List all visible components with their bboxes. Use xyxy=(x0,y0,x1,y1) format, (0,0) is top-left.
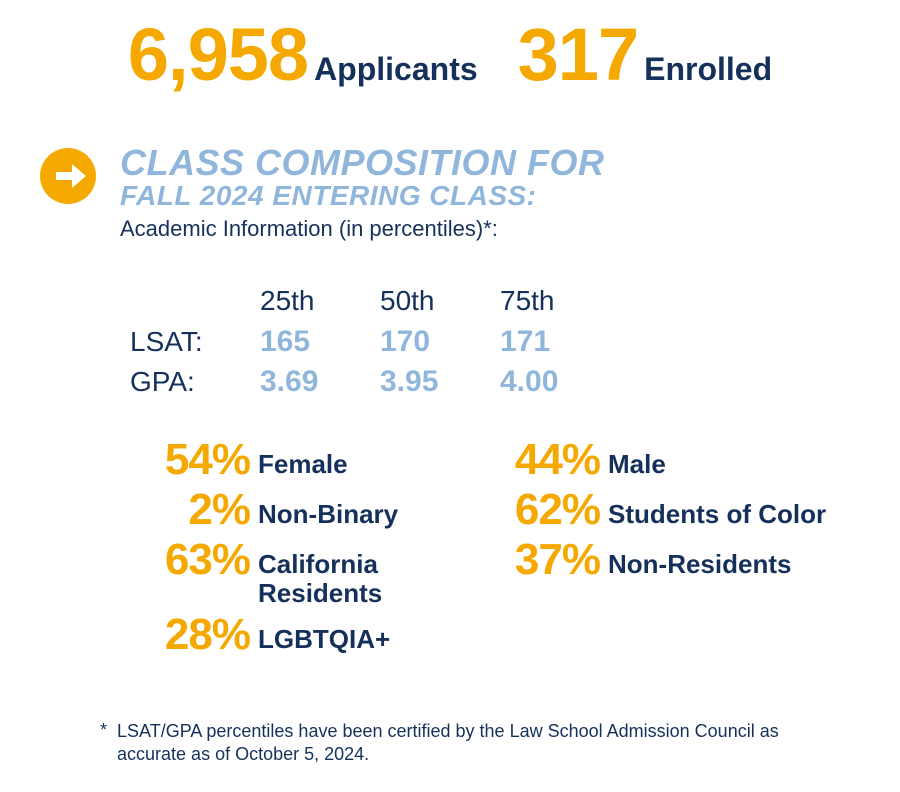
demo-students-of-color: 62% Students of Color xyxy=(470,488,830,532)
demo-male: 44% Male xyxy=(470,438,830,482)
arrow-right-icon xyxy=(40,148,96,204)
demo-row: 54% Female 44% Male xyxy=(110,438,830,482)
spacer xyxy=(130,285,260,317)
pct: 37% xyxy=(470,538,600,582)
lsat-25: 165 xyxy=(260,325,380,359)
col-25th: 25th xyxy=(260,285,380,317)
demo-row: 2% Non-Binary 62% Students of Color xyxy=(110,488,830,532)
footnote-marker: * xyxy=(100,720,107,765)
row-label: GPA: xyxy=(130,366,260,398)
gpa-50: 3.95 xyxy=(380,365,500,399)
lbl: Female xyxy=(258,438,348,479)
pct: 28% xyxy=(110,613,250,657)
demo-nonresidents: 37% Non-Residents xyxy=(470,538,830,607)
lsat-75: 171 xyxy=(500,325,620,359)
footnote-text: LSAT/GPA percentiles have been certified… xyxy=(117,720,800,765)
col-50th: 50th xyxy=(380,285,500,317)
header-line1: CLASS COMPOSITION FOR xyxy=(120,142,605,184)
top-stats: 6,958 Applicants 317 Enrolled xyxy=(0,12,900,97)
pct: 62% xyxy=(470,488,600,532)
lbl: Non-Residents xyxy=(608,538,791,579)
header-line2: FALL 2024 ENTERING CLASS: xyxy=(120,180,605,212)
stat-applicants: 6,958 Applicants xyxy=(128,12,478,97)
col-75th: 75th xyxy=(500,285,620,317)
section-header: CLASS COMPOSITION FOR FALL 2024 ENTERING… xyxy=(120,142,605,242)
gpa-25: 3.69 xyxy=(260,365,380,399)
applicants-value: 6,958 xyxy=(128,12,308,97)
pct: 63% xyxy=(110,538,250,582)
footnote: * LSAT/GPA percentiles have been certifi… xyxy=(100,720,800,765)
demo-nonbinary: 2% Non-Binary xyxy=(110,488,470,532)
header-subhead: Academic Information (in percentiles)*: xyxy=(120,216,605,242)
percentile-table: 25th 50th 75th LSAT: 165 170 171 GPA: 3.… xyxy=(130,285,620,399)
gpa-75: 4.00 xyxy=(500,365,620,399)
pct: 2% xyxy=(110,488,250,532)
stat-enrolled: 317 Enrolled xyxy=(518,12,772,97)
row-lsat: LSAT: 165 170 171 xyxy=(130,325,620,359)
lsat-50: 170 xyxy=(380,325,500,359)
lbl: Students of Color xyxy=(608,488,826,529)
demo-female: 54% Female xyxy=(110,438,470,482)
enrolled-value: 317 xyxy=(518,12,638,97)
demo-row: 63% California Residents 37% Non-Residen… xyxy=(110,538,830,607)
enrolled-label: Enrolled xyxy=(644,51,772,88)
demo-ca-residents: 63% California Residents xyxy=(110,538,470,607)
demographics: 54% Female 44% Male 2% Non-Binary 62% St… xyxy=(110,438,830,657)
lbl: Non-Binary xyxy=(258,488,398,529)
row-gpa: GPA: 3.69 3.95 4.00 xyxy=(130,365,620,399)
pct: 44% xyxy=(470,438,600,482)
percentile-header-row: 25th 50th 75th xyxy=(130,285,620,317)
demo-lgbtqia: 28% LGBTQIA+ xyxy=(110,613,470,657)
lbl: Male xyxy=(608,438,666,479)
demo-row: 28% LGBTQIA+ xyxy=(110,613,830,657)
row-label: LSAT: xyxy=(130,326,260,358)
lbl: California Residents xyxy=(258,538,382,607)
applicants-label: Applicants xyxy=(314,51,478,88)
pct: 54% xyxy=(110,438,250,482)
lbl: LGBTQIA+ xyxy=(258,613,390,654)
